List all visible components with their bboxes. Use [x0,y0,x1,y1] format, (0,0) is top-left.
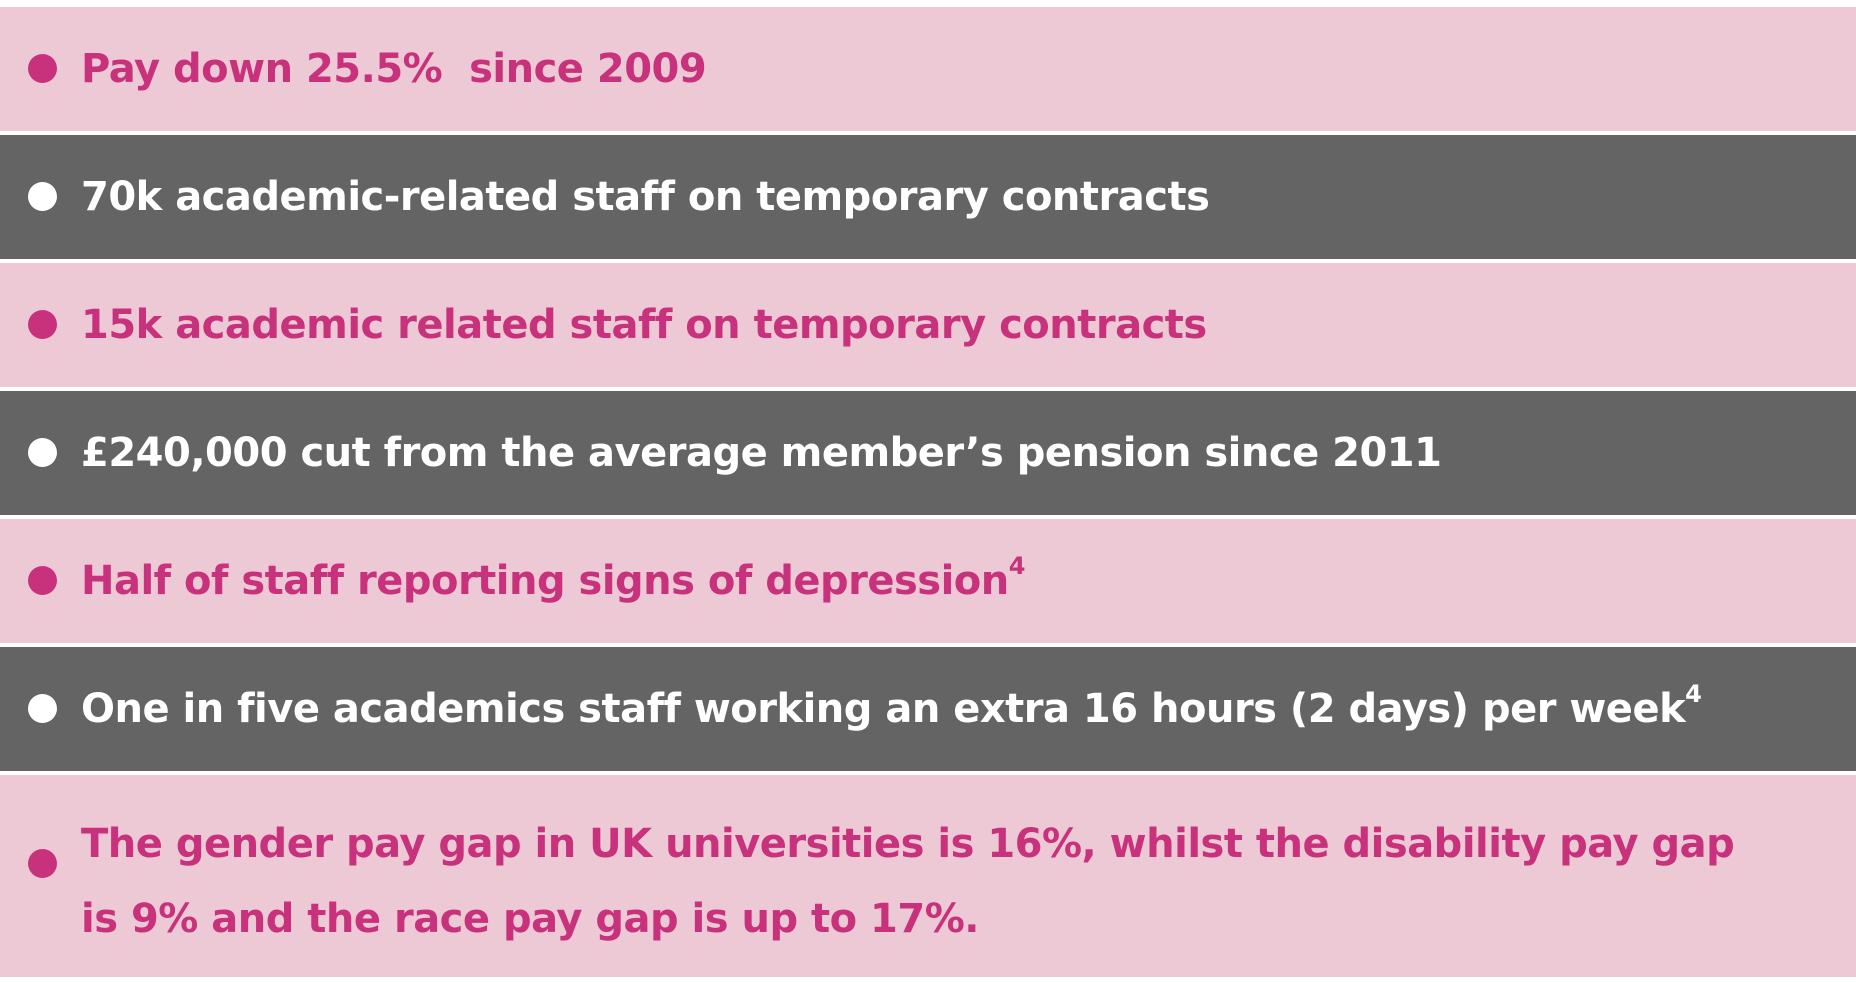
bullet-dot-icon [28,182,57,211]
fact-row-pension-cut: £240,000 cut from the average member’s p… [0,391,1856,515]
facts-list: Pay down 25.5% since 2009 70k academic-r… [0,7,1856,977]
fact-row-extra-hours: One in five academics staff working an e… [0,647,1856,771]
bullet-dot-icon [28,694,57,723]
bullet-dot-icon [28,310,57,339]
fact-text: The gender pay gap in UK universities is… [81,821,1735,942]
fact-text-main: Half of staff reporting signs of depress… [81,558,1009,604]
bullet-dot-icon [28,438,57,467]
fact-row-15k-temporary: 15k academic related staff on temporary … [0,263,1856,387]
footnote-marker: 4 [1008,551,1026,580]
footnote-marker: 4 [1685,679,1702,708]
bullet-dot-icon [28,54,57,83]
fact-text: 15k academic related staff on temporary … [81,302,1207,348]
fact-text: One in five academics staff working an e… [81,682,1702,732]
bullet-dot-icon [28,566,57,595]
fact-text: Pay down 25.5% since 2009 [81,46,707,92]
fact-text: 70k academic-related staff on temporary … [81,174,1210,220]
bullet-dot-icon [28,849,57,878]
fact-row-pay-gaps: The gender pay gap in UK universities is… [0,775,1856,977]
fact-row-depression: Half of staff reporting signs of depress… [0,519,1856,643]
fact-row-pay-down: Pay down 25.5% since 2009 [0,7,1856,131]
fact-text: £240,000 cut from the average member’s p… [81,430,1442,476]
fact-row-70k-temporary: 70k academic-related staff on temporary … [0,135,1856,259]
fact-text: Half of staff reporting signs of depress… [81,554,1025,604]
fact-text-main: One in five academics staff working an e… [81,686,1686,732]
